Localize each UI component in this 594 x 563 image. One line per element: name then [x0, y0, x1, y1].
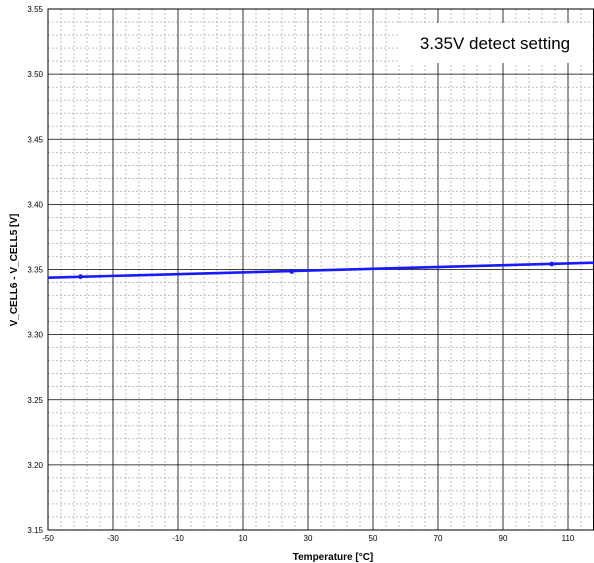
y-tick-label: 3.25	[27, 396, 43, 405]
y-tick-label: 3.15	[27, 526, 43, 535]
x-tick-label: 50	[369, 534, 378, 543]
y-axis-title: V_CELL6 - V_CELL5 [V]	[9, 214, 20, 327]
data-point	[78, 274, 83, 280]
x-tick-label: -10	[172, 534, 184, 543]
x-tick-label: -30	[107, 534, 119, 543]
x-tick-labels: -50 -30 -10 10 30 50 70 90 110	[42, 534, 575, 543]
y-tick-label: 3.35	[27, 266, 43, 275]
annotation-label: 3.35V detect setting	[420, 34, 570, 53]
x-axis-title: Temperature [°C]	[293, 552, 374, 563]
data-point	[289, 269, 295, 274]
y-tick-label: 3.45	[27, 135, 43, 144]
x-tick-label: 90	[499, 534, 508, 543]
x-tick-label: 10	[239, 534, 248, 543]
annotation-box: 3.35V detect setting	[398, 23, 592, 63]
y-tick-labels: 3.15 3.20 3.25 3.30 3.35 3.40 3.45 3.50 3.55	[27, 5, 43, 535]
x-tick-label: 110	[562, 534, 575, 543]
x-tick-label: 70	[434, 534, 443, 543]
y-tick-label: 3.55	[27, 5, 43, 14]
series-line	[47, 261, 594, 280]
x-tick-label: 30	[304, 534, 313, 543]
data-point	[549, 261, 555, 267]
x-tick-label: -50	[42, 534, 54, 543]
y-tick-label: 3.20	[27, 461, 43, 470]
y-tick-label: 3.50	[27, 70, 43, 79]
y-tick-label: 3.30	[27, 331, 43, 340]
series-layer	[47, 261, 594, 280]
y-tick-label: 3.40	[27, 200, 43, 209]
